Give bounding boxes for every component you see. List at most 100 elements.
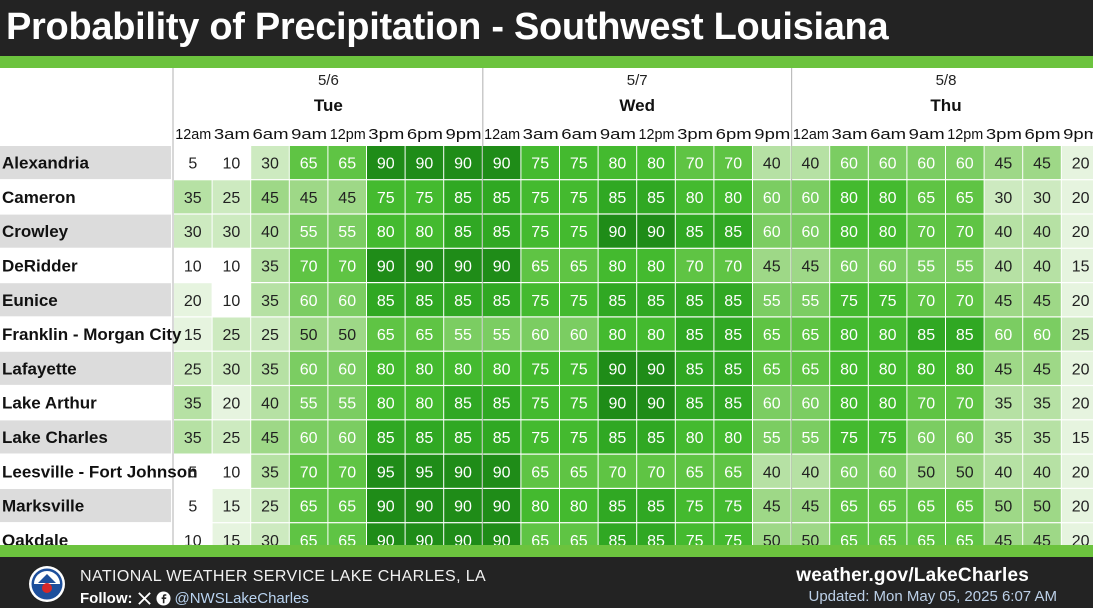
pop-cell: [946, 351, 984, 385]
pop-cell: [289, 214, 328, 248]
x-logo-icon[interactable]: [137, 591, 152, 606]
website-link[interactable]: weather.gov/LakeCharles: [796, 565, 1029, 586]
pop-cell: [830, 351, 868, 385]
pop-cell: [1023, 317, 1061, 351]
pop-cell: [946, 317, 984, 351]
pop-cell: [598, 180, 637, 214]
pop-cell: [1023, 489, 1061, 523]
pop-value-label: 15: [1072, 258, 1090, 275]
pop-cell: [753, 386, 791, 420]
pop-value-label: 75: [840, 430, 858, 447]
pop-cell: [560, 489, 598, 523]
pop-value-label: 40: [1033, 464, 1051, 481]
pop-value-label: 65: [879, 499, 897, 516]
pop-value-label: 80: [609, 258, 627, 275]
pop-value-label: 35: [1033, 396, 1051, 413]
pop-value-label: 75: [531, 430, 549, 447]
pop-value-label: 80: [956, 361, 974, 378]
pop-cell: [174, 283, 212, 317]
footer-bar: NATIONAL WEATHER SERVICE LAKE CHARLES, L…: [0, 557, 1093, 608]
pop-value-label: 80: [840, 396, 858, 413]
pop-value-label: 40: [995, 258, 1013, 275]
facebook-logo-icon[interactable]: [155, 591, 171, 606]
pop-value-label: 75: [570, 293, 588, 310]
pop-cell: [675, 214, 714, 248]
time-header-label: 6pm: [407, 126, 443, 143]
pop-cell: [675, 248, 714, 282]
pop-cell: [482, 489, 521, 523]
pop-value-label: 60: [802, 190, 820, 207]
pop-value-label: 70: [724, 156, 742, 173]
pop-value-label: 50: [1033, 499, 1051, 516]
social-handle[interactable]: @NWSLakeCharles: [174, 590, 309, 607]
pop-value-label: 60: [300, 361, 318, 378]
pop-value-label: 60: [956, 430, 974, 447]
pop-value-label: 85: [454, 224, 472, 241]
pop-value-label: 60: [802, 396, 820, 413]
header-bar: Probability of Precipitation - Southwest…: [0, 0, 1093, 56]
pop-cell: [521, 489, 559, 523]
pop-cell: [1061, 351, 1093, 385]
pop-cell: [868, 351, 907, 385]
pop-value-label: 40: [261, 224, 279, 241]
pop-cell: [946, 489, 984, 523]
pop-value-label: 65: [724, 464, 742, 481]
pop-value-label: 30: [995, 190, 1013, 207]
pop-value-label: 25: [223, 327, 241, 344]
pop-value-label: 85: [609, 190, 627, 207]
pop-value-label: 65: [802, 361, 820, 378]
pop-cell: [251, 386, 289, 420]
pop-cell: [328, 420, 366, 454]
pop-cell: [405, 180, 444, 214]
pop-cell: [212, 489, 251, 523]
pop-value-label: 40: [763, 464, 781, 481]
time-header-label: 9am: [291, 126, 327, 143]
pop-cell: [251, 317, 289, 351]
pop-cell: [868, 386, 907, 420]
pop-value-label: 25: [1072, 327, 1090, 344]
pop-cell: [560, 283, 598, 317]
pop-cell: [328, 351, 366, 385]
time-header-label: 3pm: [677, 126, 713, 143]
pop-cell: [405, 283, 444, 317]
pop-cell: [521, 420, 559, 454]
pop-cell: [328, 180, 366, 214]
pop-cell: [328, 248, 366, 282]
pop-cell: [675, 180, 714, 214]
pop-value-label: 10: [223, 293, 241, 310]
location-label-bg: [0, 420, 171, 454]
pop-value-label: 60: [300, 293, 318, 310]
pop-cell: [675, 146, 714, 180]
pop-value-label: 65: [416, 327, 434, 344]
pop-value-label: 75: [570, 396, 588, 413]
pop-value-label: 70: [686, 156, 704, 173]
pop-cell: [868, 180, 907, 214]
pop-cell: [984, 454, 1023, 488]
pop-cell: [444, 146, 482, 180]
pop-value-label: 75: [879, 293, 897, 310]
pop-cell: [367, 454, 405, 488]
pop-value-label: 60: [338, 430, 356, 447]
pop-cell: [174, 489, 212, 523]
pop-cell: [212, 351, 251, 385]
pop-cell: [791, 146, 830, 180]
pop-value-label: 65: [570, 464, 588, 481]
pop-cell: [521, 351, 559, 385]
day-date-label: 5/7: [627, 72, 648, 89]
pop-value-label: 60: [763, 224, 781, 241]
pop-cell: [289, 489, 328, 523]
pop-cell: [174, 386, 212, 420]
pop-cell: [791, 351, 830, 385]
pop-cell: [946, 180, 984, 214]
pop-cell: [598, 283, 637, 317]
pop-value-label: 60: [1033, 327, 1051, 344]
pop-value-label: 85: [454, 190, 472, 207]
pop-cell: [560, 454, 598, 488]
pop-cell: [521, 180, 559, 214]
pop-cell: [830, 386, 868, 420]
location-label-bg: [0, 317, 171, 351]
pop-cell: [212, 420, 251, 454]
pop-cell: [289, 146, 328, 180]
pop-value-label: 85: [724, 224, 742, 241]
